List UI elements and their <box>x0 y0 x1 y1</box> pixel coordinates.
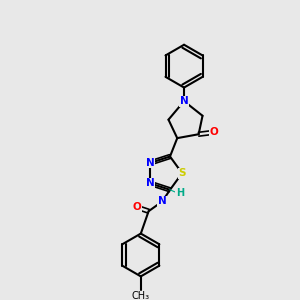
Text: O: O <box>210 127 219 137</box>
Text: S: S <box>178 168 186 178</box>
Text: CH₃: CH₃ <box>132 291 150 300</box>
Text: O: O <box>133 202 141 212</box>
Text: N: N <box>158 196 167 206</box>
Text: H: H <box>176 188 184 198</box>
Text: N: N <box>146 158 155 168</box>
Text: N: N <box>146 178 155 188</box>
Text: N: N <box>180 96 188 106</box>
